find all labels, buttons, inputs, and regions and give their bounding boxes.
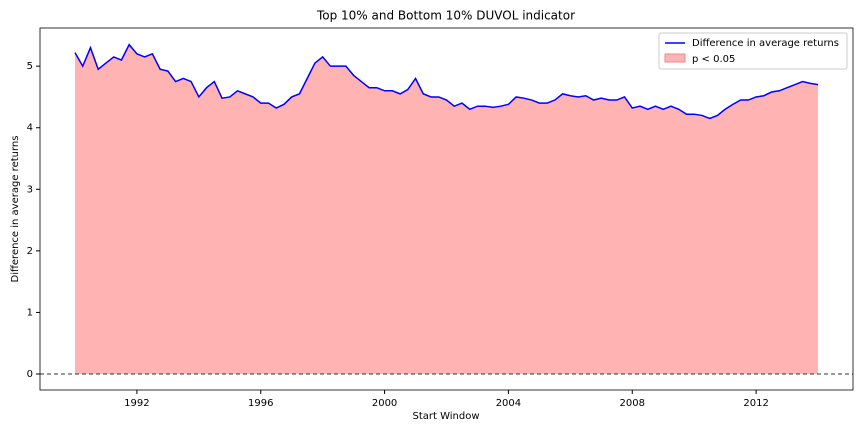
x-tick-label: 2000 [372,398,397,409]
plot-frame [39,27,854,391]
chart-title: Top 10% and Bottom 10% DUVOL indicator [316,9,575,23]
y-axis-label: Difference in average returns [10,136,21,283]
x-tick-label: 2012 [743,398,768,409]
y-tick-label: 5 [27,61,33,72]
y-tick-label: 0 [27,369,33,380]
legend-fill-swatch [664,53,686,63]
y-tick-label: 4 [27,123,33,134]
x-tick-label: 2004 [496,398,521,409]
series-line [74,43,819,120]
x-axis-label: Start Window [412,411,479,422]
legend-label: Difference in average returns [692,38,839,49]
x-tick-label: 2008 [620,398,645,409]
y-tick-label: 3 [27,184,33,195]
y-tick-label: 2 [27,246,33,257]
y-tick-label: 1 [27,307,33,318]
legend-label: p < 0.05 [692,54,735,65]
legend-box [658,32,848,70]
significance-area [74,44,819,374]
x-tick-label: 1996 [248,398,273,409]
x-tick-label: 1992 [124,398,149,409]
